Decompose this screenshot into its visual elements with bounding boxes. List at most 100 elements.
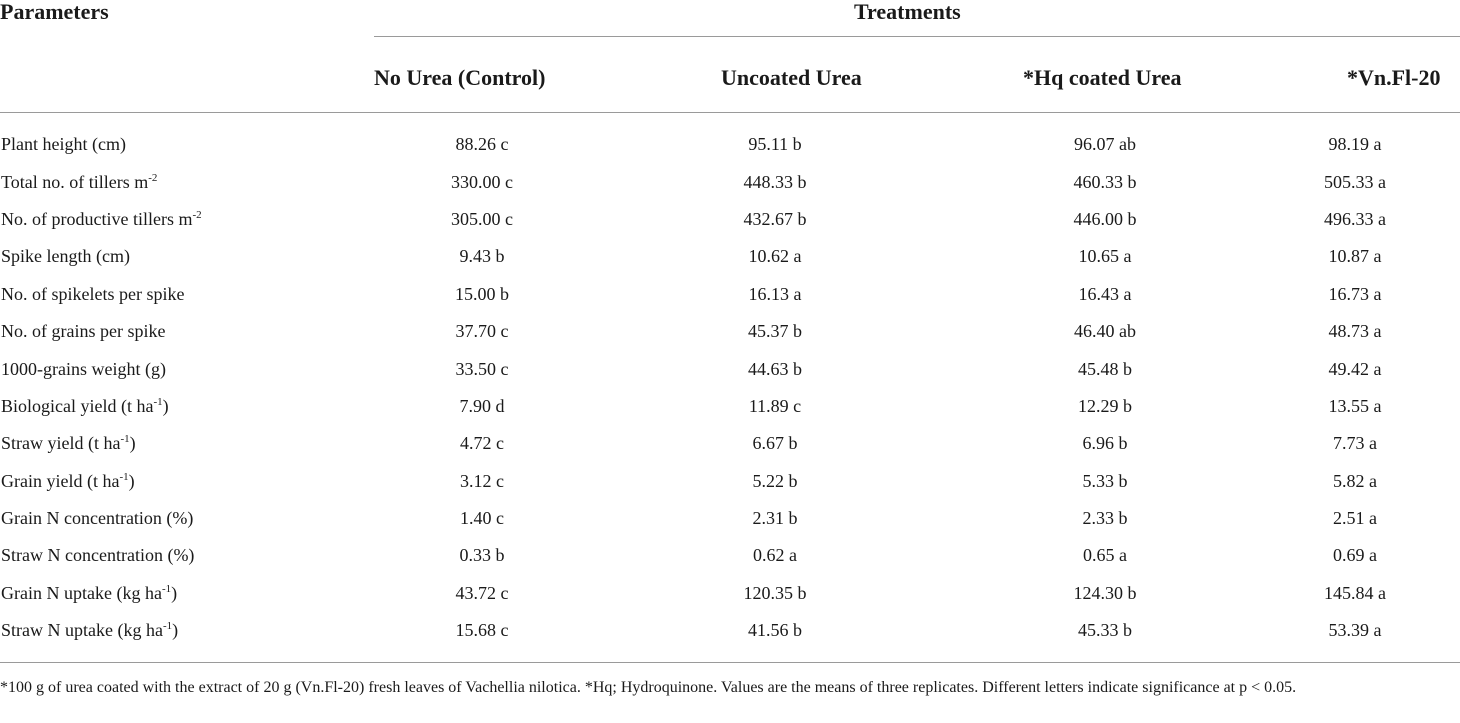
- value-cell: 96.07 ab: [1074, 134, 1136, 155]
- value-cell: 496.33 a: [1324, 208, 1386, 229]
- value-cell: 16.43 a: [1078, 283, 1132, 304]
- value-cell: 446.00 b: [1073, 208, 1137, 229]
- value-cell: 11.89 c: [748, 395, 802, 416]
- value-cell: 1.40 c: [460, 508, 504, 529]
- value-cell: 10.62 a: [748, 246, 802, 267]
- unit-exponent: -1: [119, 470, 129, 483]
- data-table: Plant height (cm) 88.26 c 95.11 b 96.07 ab 9…: [0, 126, 1460, 649]
- parameter-cell: Straw N concentration (%): [0, 537, 374, 574]
- parameter-name: 1000-grains weight (g): [1, 358, 166, 379]
- parameter-name: No. of productive tillers m: [1, 208, 193, 229]
- value-cell: 3.12 c: [460, 470, 504, 491]
- header-rule: [0, 112, 1460, 113]
- table-row: No. of spikelets per spike 15.00 b 16.13 a…: [0, 276, 1460, 313]
- value-cell: 16.13 a: [748, 283, 802, 304]
- parameter-cell: Grain N uptake (kg ha-1): [0, 575, 374, 612]
- table-row: No. of productive tillers m-2 305.00 c 432…: [0, 201, 1460, 238]
- parameters-header: Parameters: [0, 0, 109, 24]
- value-cell: 4.72 c: [460, 433, 504, 454]
- parameter-suffix: ): [129, 433, 136, 454]
- parameter-cell: Plant height (cm): [0, 126, 374, 163]
- parameter-cell: Straw N uptake (kg ha-1): [0, 612, 374, 649]
- value-cell: 43.72 c: [455, 582, 509, 603]
- parameter-name: Spike length (cm): [1, 246, 130, 267]
- parameter-name: Straw N uptake (kg ha: [1, 620, 163, 641]
- table-row: Plant height (cm) 88.26 c 95.11 b 96.07 ab 9…: [0, 126, 1460, 163]
- parameter-name: No. of spikelets per spike: [1, 283, 185, 304]
- value-cell: 45.48 b: [1078, 358, 1132, 379]
- col-header-uncoated-urea: Uncoated Urea: [721, 65, 862, 90]
- value-cell: 37.70 c: [455, 321, 509, 342]
- parameter-name: Straw N concentration (%): [1, 545, 195, 566]
- table-row: No. of grains per spike 37.70 c 45.37 b 46.…: [0, 313, 1460, 350]
- value-cell: 120.35 b: [743, 582, 807, 603]
- value-cell: 0.33 b: [459, 545, 505, 566]
- parameter-suffix: ): [171, 582, 178, 603]
- value-cell: 41.56 b: [748, 620, 802, 641]
- table-row: Grain yield (t ha-1) 3.12 c 5.22 b 5.33 b 5.…: [0, 463, 1460, 500]
- value-cell: 33.50 c: [455, 358, 509, 379]
- value-cell: 46.40 ab: [1074, 321, 1136, 342]
- parameter-name: Grain yield (t ha: [1, 470, 120, 491]
- parameter-suffix: ): [162, 395, 169, 416]
- value-cell: 16.73 a: [1328, 283, 1382, 304]
- parameter-suffix: ): [172, 620, 179, 641]
- value-cell: 15.68 c: [455, 620, 509, 641]
- unit-exponent: -1: [120, 433, 130, 446]
- value-cell: 432.67 b: [743, 208, 807, 229]
- parameter-cell: No. of spikelets per spike: [0, 276, 374, 313]
- col-header-vn-fl-20: *Vn.Fl-20: [1347, 65, 1441, 90]
- value-cell: 48.73 a: [1328, 321, 1382, 342]
- value-cell: 0.65 a: [1083, 545, 1127, 566]
- value-cell: 13.55 a: [1328, 395, 1382, 416]
- table-row: Spike length (cm) 9.43 b 10.62 a 10.65 a 10.…: [0, 238, 1460, 275]
- value-cell: 98.19 a: [1328, 134, 1382, 155]
- value-cell: 145.84 a: [1324, 582, 1386, 603]
- unit-exponent: -1: [161, 582, 172, 595]
- parameter-name: Plant height (cm): [1, 134, 126, 155]
- value-cell: 2.31 b: [752, 508, 798, 529]
- value-cell: 53.39 a: [1328, 620, 1382, 641]
- unit-exponent: -1: [153, 395, 163, 408]
- value-cell: 7.73 a: [1333, 433, 1377, 454]
- value-cell: 6.67 b: [752, 433, 798, 454]
- value-cell: 448.33 b: [743, 171, 807, 192]
- unit-exponent: -2: [192, 208, 202, 221]
- col-header-hq-coated-urea: *Hq coated Urea: [1023, 65, 1182, 90]
- value-cell: 460.33 b: [1073, 171, 1137, 192]
- table-row: Total no. of tillers m-2 330.00 c 448.33 b…: [0, 163, 1460, 200]
- treatments-underline: [374, 36, 1460, 37]
- treatments-header: Treatments: [854, 0, 961, 24]
- value-cell: 5.82 a: [1333, 470, 1377, 491]
- parameter-cell: No. of grains per spike: [0, 313, 374, 350]
- parameter-name: Straw yield (t ha: [1, 433, 121, 454]
- value-cell: 45.33 b: [1078, 620, 1132, 641]
- parameter-cell: Biological yield (t ha-1): [0, 388, 374, 425]
- table-row: Straw N concentration (%) 0.33 b 0.62 a 0.6…: [0, 537, 1460, 574]
- table-row: 1000-grains weight (g) 33.50 c 44.63 b 45.4…: [0, 350, 1460, 387]
- value-cell: 0.62 a: [753, 545, 797, 566]
- parameter-name: Total no. of tillers m: [1, 171, 149, 192]
- value-cell: 6.96 b: [1082, 433, 1128, 454]
- value-cell: 2.33 b: [1082, 508, 1128, 529]
- value-cell: 15.00 b: [455, 283, 509, 304]
- value-cell: 9.43 b: [459, 246, 505, 267]
- value-cell: 305.00 c: [451, 208, 513, 229]
- table-row: Grain N concentration (%) 1.40 c 2.31 b 2.3…: [0, 500, 1460, 537]
- value-cell: 0.69 a: [1333, 545, 1377, 566]
- parameter-name: Grain N uptake (kg ha: [1, 582, 162, 603]
- value-cell: 5.22 b: [752, 470, 798, 491]
- unit-exponent: -2: [148, 171, 158, 184]
- col-header-control: No Urea (Control): [374, 65, 546, 90]
- parameter-suffix: ): [128, 470, 135, 491]
- value-cell: 44.63 b: [748, 358, 802, 379]
- value-cell: 12.29 b: [1078, 395, 1132, 416]
- table-body: Plant height (cm) 88.26 c 95.11 b 96.07 ab 9…: [0, 126, 1460, 649]
- table-row: Grain N uptake (kg ha-1) 43.72 c 120.35 b 1…: [0, 575, 1460, 612]
- table-row: Straw N uptake (kg ha-1) 15.68 c 41.56 b 45…: [0, 612, 1460, 649]
- parameter-cell: 1000-grains weight (g): [0, 350, 374, 387]
- value-cell: 5.33 b: [1082, 470, 1128, 491]
- value-cell: 10.87 a: [1328, 246, 1382, 267]
- value-cell: 49.42 a: [1328, 358, 1382, 379]
- value-cell: 95.11 b: [748, 134, 802, 155]
